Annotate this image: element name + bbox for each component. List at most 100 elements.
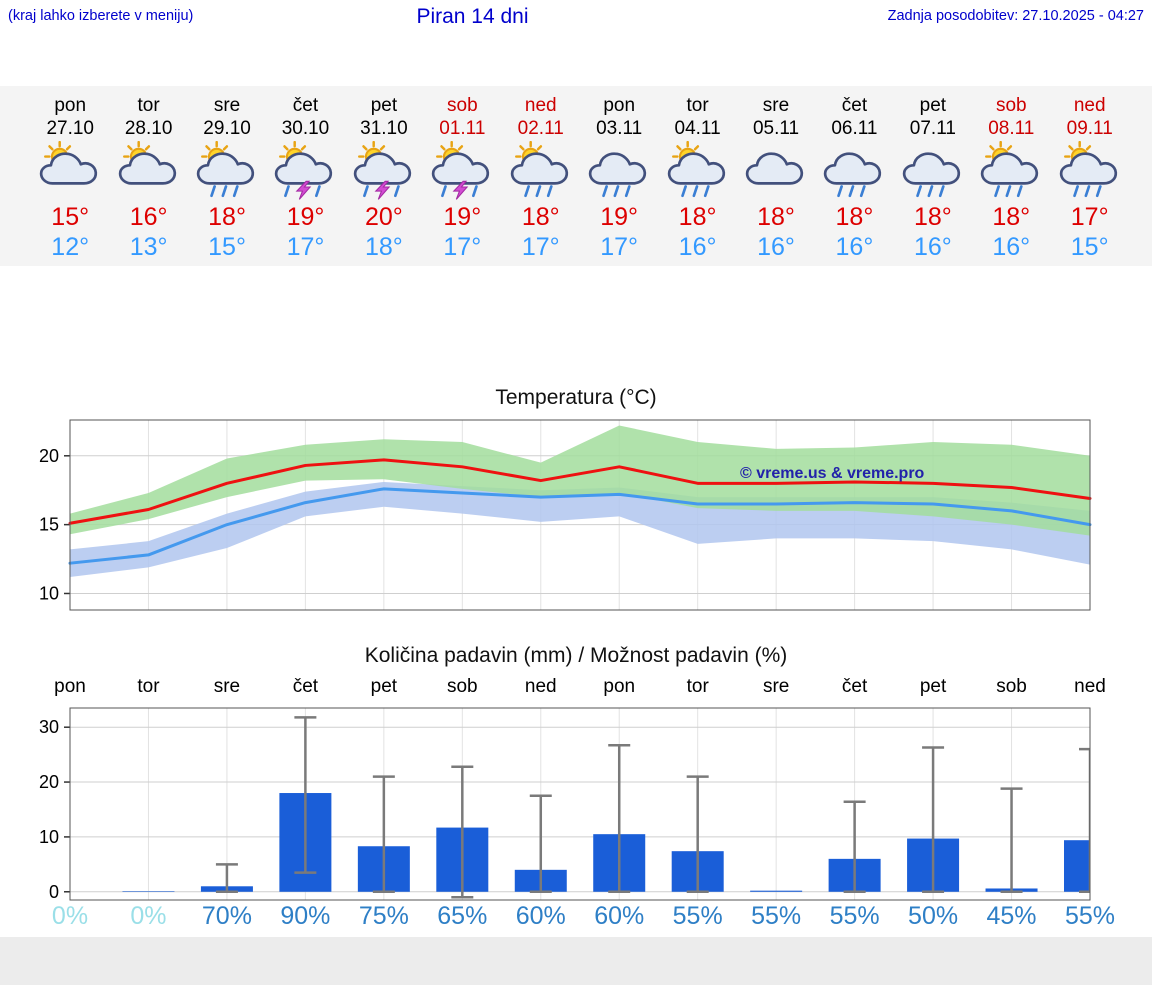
precip-probabilities: 0% 0% 70% 90% 75% 65% 60% 60% 55% 55% 55% 50% 45% 55% — [52, 902, 1115, 930]
max-temp-range-band — [70, 425, 1090, 536]
sun-cloud-icon — [109, 140, 187, 202]
forecast-day: čet 30.10 19° 17° — [266, 94, 344, 266]
precip-probability: 55% — [1065, 902, 1115, 930]
precip-probability: 65% — [437, 902, 487, 930]
day-date: 01.11 — [439, 118, 486, 139]
day-date: 05.11 — [752, 118, 800, 139]
precip-bar — [122, 891, 175, 892]
footer-strip — [0, 937, 1152, 985]
day-name: pon — [603, 95, 636, 116]
day-date: 30.10 — [281, 118, 330, 139]
cloud-rain-icon — [894, 140, 972, 202]
low-temp: 17° — [521, 233, 560, 261]
day-date: 27.10 — [46, 118, 94, 139]
day-date: 03.11 — [596, 118, 643, 139]
day-label: ned — [525, 676, 557, 697]
y-tick-label: 15 — [39, 515, 59, 535]
day-label: tor — [687, 676, 710, 697]
day-label: čet — [293, 676, 319, 697]
low-temp: 16° — [913, 233, 952, 261]
day-label: čet — [842, 676, 868, 697]
precip-probability: 45% — [987, 902, 1037, 930]
day-date: 09.11 — [1066, 118, 1113, 139]
day-name: pon — [54, 95, 87, 116]
cloud-part — [588, 152, 647, 185]
high-temp: 18° — [835, 203, 874, 231]
sun-cloud-rain-icon — [658, 140, 736, 202]
day-name: sre — [762, 95, 790, 116]
day-name: pet — [370, 95, 398, 116]
precip-probability: 50% — [908, 902, 958, 930]
day-labels: pon tor sre čet pet sob ned pon tor sre čet pet sob n… — [54, 676, 1106, 697]
day-label: sre — [214, 676, 240, 697]
high-temp: 18° — [678, 203, 717, 231]
watermark: © vreme.us & vreme.pro — [740, 465, 925, 482]
cloud-icon — [737, 140, 815, 202]
high-temp: 18° — [757, 203, 795, 231]
temperature-chart: 10 15 20 © vreme.us & vreme.pro — [39, 419, 1092, 611]
forecast-day: sob 01.11 19° 17° — [423, 94, 501, 266]
high-temp: 18° — [521, 203, 560, 231]
rain-part — [1072, 185, 1102, 198]
low-temp: 15° — [208, 233, 246, 261]
lightning-part — [374, 180, 391, 200]
high-temp: 19° — [600, 203, 639, 231]
cloud-part — [275, 152, 333, 185]
forecast-day: pon 03.11 19° 17° — [580, 94, 658, 266]
low-temp: 16° — [757, 233, 795, 261]
day-label: pon — [603, 676, 635, 697]
day-label: sob — [996, 676, 1027, 697]
low-temp: 17° — [286, 233, 325, 261]
sun-cloud-rain-icon — [1050, 140, 1128, 202]
precip-probability: 70% — [202, 902, 252, 930]
day-date: 08.11 — [988, 118, 1035, 139]
cloud-part — [745, 152, 804, 185]
precip-probability: 55% — [751, 902, 801, 930]
max-temp-line — [68, 458, 1092, 525]
day-name: tor — [686, 95, 709, 116]
forecast-day: sre 29.10 18° 15° — [188, 94, 266, 266]
high-temp: 20° — [364, 203, 403, 231]
precip-chart: pon tor sre čet pet sob ned pon tor sre čet pet sob n… — [39, 676, 1115, 930]
high-temp: 18° — [913, 203, 952, 231]
rain-part — [680, 185, 710, 198]
day-name: ned — [1073, 95, 1106, 116]
cloud-rain-icon — [580, 140, 658, 202]
spacer — [0, 624, 1152, 640]
forecast-day: tor 28.10 16° 13° — [109, 94, 187, 266]
min-temp-line — [68, 487, 1092, 565]
precip-probability: 0% — [130, 902, 166, 930]
cloud-part — [667, 152, 725, 185]
day-label: sob — [447, 676, 478, 697]
forecast-day: pet 31.10 20° 18° — [345, 94, 423, 266]
day-date: 04.11 — [674, 118, 721, 139]
high-temp: 19° — [286, 203, 325, 231]
low-temp: 17° — [600, 233, 639, 261]
day-name: tor — [137, 95, 160, 116]
header: (kraj lahko izberete v meniju) Piran 14 … — [0, 0, 1152, 86]
cloud-part — [39, 152, 98, 185]
high-temp: 18° — [208, 203, 246, 231]
sun-cloud-rain-icon — [502, 140, 580, 202]
low-temp: 15° — [1070, 233, 1109, 261]
low-temp: 16° — [992, 233, 1031, 261]
forecast-strip: pon 27.10 15° 12° tor 28.10 16° 13° sre 29.10 18° 1… — [0, 86, 1152, 266]
precip-probability: 55% — [673, 902, 723, 930]
cloud-part — [902, 152, 960, 185]
precip-probability: 60% — [594, 902, 644, 930]
day-label: pon — [54, 676, 86, 697]
day-date: 06.11 — [831, 118, 878, 139]
rain-part — [441, 185, 479, 198]
lightning-part — [452, 180, 469, 200]
cloud-part — [981, 152, 1039, 185]
high-temp: 16° — [129, 203, 168, 231]
sun-cloud-thunder-icon — [345, 140, 423, 202]
rain-part — [284, 185, 322, 198]
rain-part — [602, 185, 631, 198]
low-temp: 12° — [51, 233, 90, 261]
forecast-day: pon 27.10 15° 12° — [31, 94, 109, 266]
cloud-rain-icon — [815, 140, 893, 202]
cloud-part — [1059, 152, 1117, 185]
day-label: pet — [371, 676, 398, 697]
